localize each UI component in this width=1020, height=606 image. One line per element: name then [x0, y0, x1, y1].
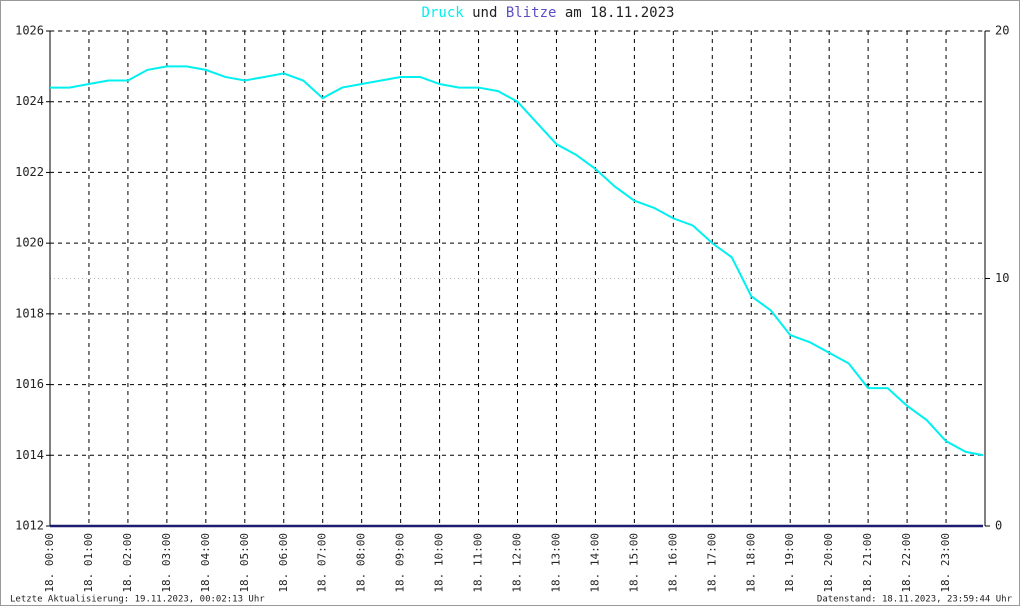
y2-tick-label: 20	[995, 24, 1009, 38]
footer-left: Letzte Aktualisierung: 19.11.2023, 00:02…	[10, 595, 265, 605]
x-tick-label: 18. 23:00	[939, 533, 952, 593]
y-tick-label: 1012	[15, 519, 44, 533]
x-tick-label: 18. 15:00	[627, 533, 640, 593]
x-tick-label: 18. 11:00	[472, 533, 485, 593]
footer-right: Datenstand: 18.11.2023, 23:59:44 Uhr	[817, 595, 1013, 605]
x-tick-label: 18. 02:00	[121, 533, 134, 593]
x-tick-label: 18. 20:00	[822, 533, 835, 593]
x-tick-label: 18. 05:00	[238, 533, 251, 593]
x-tick-label: 18. 16:00	[666, 533, 679, 593]
title-connector: und	[472, 5, 497, 21]
y-tick-label: 1018	[15, 306, 44, 320]
title-series-1: Druck	[422, 5, 465, 21]
x-tick-label: 18. 14:00	[588, 533, 601, 593]
x-tick-label: 18. 07:00	[316, 533, 329, 593]
x-tick-label: 18. 21:00	[861, 533, 874, 593]
y-tick-label: 1026	[15, 24, 44, 38]
x-tick-label: 18. 12:00	[511, 533, 524, 593]
y2-tick-label: 0	[995, 519, 1002, 533]
title-series-2: Blitze	[506, 5, 557, 21]
y2-tick-label: 10	[995, 271, 1009, 285]
y-tick-label: 1014	[15, 448, 44, 462]
x-tick-label: 18. 10:00	[433, 533, 446, 593]
x-tick-label: 18. 04:00	[199, 533, 212, 593]
x-tick-label: 18. 09:00	[394, 533, 407, 593]
y-tick-label: 1024	[15, 94, 44, 108]
x-tick-label: 18. 03:00	[160, 533, 173, 593]
x-tick-label: 18. 18:00	[744, 533, 757, 593]
chart-title: Druck und Blitze am 18.11.2023	[422, 5, 675, 21]
title-date: am 18.11.2023	[565, 5, 675, 21]
y-tick-label: 1022	[15, 165, 44, 179]
x-tick-label: 18. 19:00	[783, 533, 796, 593]
series-line	[50, 65, 984, 457]
x-tick-label: 18. 01:00	[82, 533, 95, 593]
x-tick-label: 18. 00:00	[43, 533, 56, 593]
x-tick-label: 18. 17:00	[705, 533, 718, 593]
x-tick-label: 18. 22:00	[900, 533, 913, 593]
x-tick-label: 18. 13:00	[549, 533, 562, 593]
y-tick-label: 1020	[15, 236, 44, 250]
y-tick-label: 1016	[15, 377, 44, 391]
x-tick-label: 18. 08:00	[355, 533, 368, 593]
x-tick-label: 18. 06:00	[277, 533, 290, 593]
